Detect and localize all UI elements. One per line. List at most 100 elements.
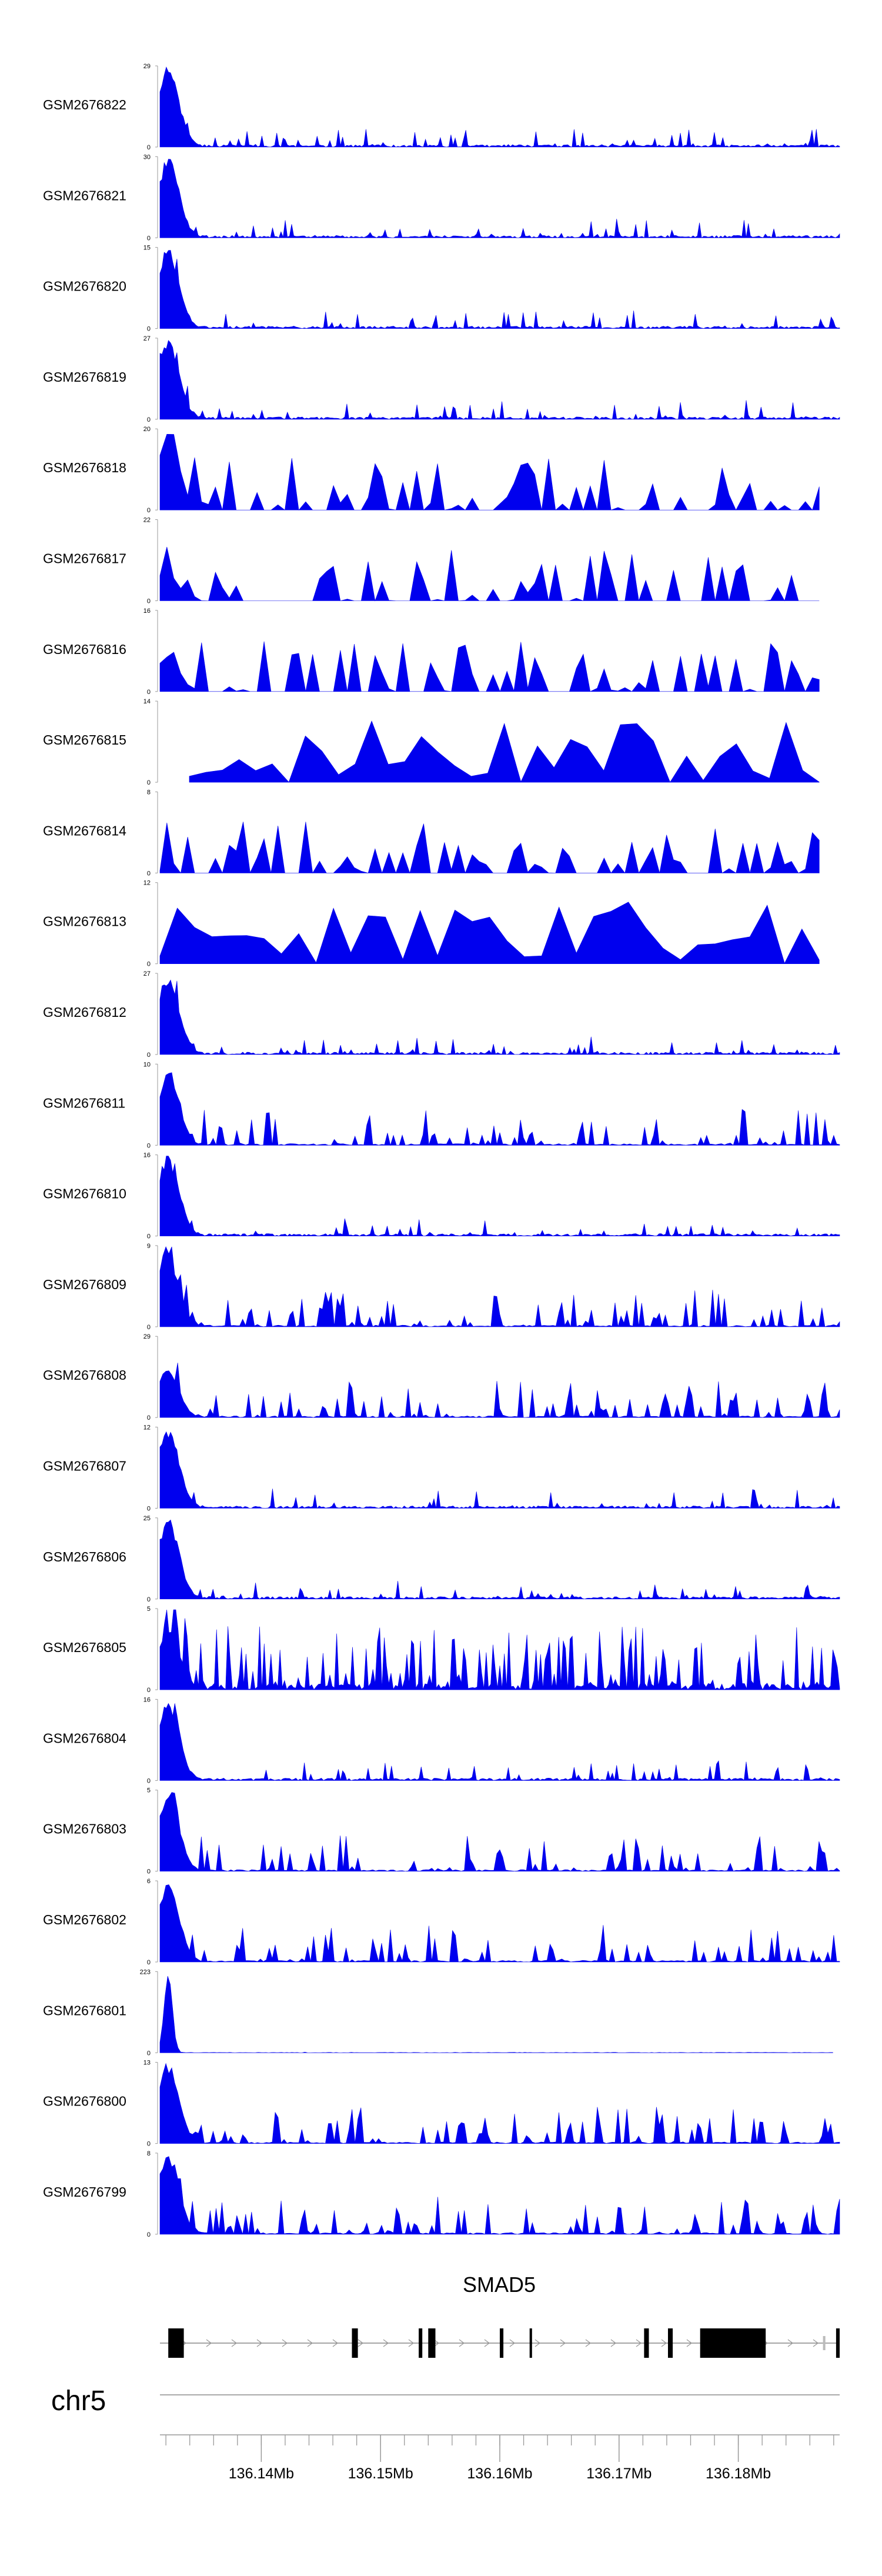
track-label: GSM2676811 [43, 1095, 125, 1110]
track-label: GSM2676813 [43, 914, 126, 929]
track-label: GSM2676812 [43, 1005, 126, 1020]
track-label: GSM2676809 [43, 1277, 126, 1292]
track-ymax-label: 8 [147, 789, 151, 796]
track-label: GSM2676804 [43, 1730, 126, 1746]
coverage-track: GSM2676799 8 0 [43, 2150, 840, 2238]
track-ymin-label: 0 [147, 1506, 151, 1513]
track-ymin-label: 0 [147, 1052, 151, 1059]
coverage-track: GSM2676802 6 0 [43, 1878, 840, 1966]
track-label: GSM2676815 [43, 732, 126, 748]
track-label: GSM2676806 [43, 1549, 126, 1564]
coverage-area [159, 66, 840, 148]
gene-exon [823, 2336, 826, 2350]
coverage-track: GSM2676811 10 0 [43, 1061, 840, 1149]
strand-arrow [813, 2339, 819, 2347]
gene-exon [428, 2328, 436, 2358]
coverage-track: GSM2676819 27 0 [43, 335, 840, 423]
track-label: GSM2676807 [43, 1459, 126, 1474]
gene-exon [529, 2328, 532, 2358]
coverage-track: GSM2676800 13 0 [43, 2060, 840, 2148]
strand-arrow [534, 2339, 541, 2347]
track-ymax-label: 5 [147, 1606, 151, 1613]
strand-arrow [231, 2339, 238, 2347]
coverage-area [159, 1703, 840, 1781]
track-ymin-label: 0 [147, 1233, 151, 1240]
strand-arrow [307, 2339, 313, 2347]
track-ymax-label: 25 [143, 1515, 151, 1522]
coverage-area [159, 1246, 840, 1327]
coverage-area [159, 546, 820, 602]
track-ymax-label: 9 [147, 1243, 151, 1250]
track-ymin-label: 0 [147, 870, 151, 877]
track-ymax-label: 29 [143, 1333, 151, 1340]
track-ymin-label: 0 [147, 1687, 151, 1694]
coverage-area [159, 1976, 833, 2053]
strand-arrow [787, 2339, 794, 2347]
track-label: GSM2676814 [43, 823, 126, 838]
strand-arrow [686, 2339, 693, 2347]
coverage-track: GSM2676808 29 0 [43, 1333, 840, 1422]
track-ymin-label: 0 [147, 1142, 151, 1149]
coverage-area [159, 1519, 840, 1600]
coverage-area [159, 1072, 840, 1146]
track-ymax-label: 12 [143, 880, 151, 887]
axis-tick-label: 136.16Mb [467, 2465, 532, 2482]
track-ymax-label: 16 [143, 1696, 151, 1703]
strand-arrow [560, 2339, 566, 2347]
track-ymin-label: 0 [147, 1959, 151, 1966]
strand-arrow [661, 2339, 667, 2347]
track-ymax-label: 16 [143, 608, 151, 615]
axis-tick-label: 136.17Mb [586, 2465, 652, 2482]
gene-exon [419, 2328, 423, 2358]
coverage-area [159, 1609, 840, 1690]
coverage-track: GSM2676807 12 0 [43, 1424, 840, 1513]
track-ymax-label: 27 [143, 335, 151, 342]
coverage-track: GSM2676822 29 0 [43, 63, 840, 151]
coverage-track: GSM2676812 27 0 [43, 970, 840, 1059]
track-ymin-label: 0 [147, 2231, 151, 2238]
track-ymin-label: 0 [147, 689, 151, 696]
coverage-area [159, 1884, 840, 1963]
coverage-area [159, 902, 820, 964]
track-label: GSM2676808 [43, 1367, 126, 1383]
coverage-track: GSM2676801 223 0 [43, 1968, 833, 2057]
coverage-track: GSM2676805 5 0 [43, 1606, 840, 1694]
track-label: GSM2676803 [43, 1821, 126, 1837]
strand-arrow [332, 2339, 339, 2347]
strand-arrow [433, 2339, 440, 2347]
coverage-area [159, 1156, 840, 1237]
gene-exon [836, 2328, 840, 2358]
gene-exon [352, 2328, 358, 2358]
strand-arrow [256, 2339, 263, 2347]
coverage-tracks: GSM2676822290GSM2676821300GSM2676820150G… [43, 63, 840, 2238]
strand-arrow [358, 2339, 364, 2347]
coverage-track: GSM2676817 22 0 [43, 517, 820, 605]
coverage-area [159, 979, 840, 1055]
gene-exon [668, 2328, 673, 2358]
track-ymax-label: 15 [143, 245, 151, 252]
coverage-track: GSM2676818 20 0 [43, 426, 820, 514]
track-ymax-label: 223 [140, 1968, 151, 1976]
strand-arrow [509, 2339, 516, 2347]
track-ymin-label: 0 [147, 144, 151, 151]
coverage-track: GSM2676816 16 0 [43, 608, 820, 696]
coverage-track: GSM2676815 14 0 [43, 698, 820, 786]
track-ymax-label: 10 [143, 1061, 151, 1068]
coverage-track: GSM2676810 16 0 [43, 1152, 840, 1240]
track-ymin-label: 0 [147, 779, 151, 786]
chromosome-label: chr5 [51, 2385, 106, 2417]
track-ymin-label: 0 [147, 2141, 151, 2148]
coverage-area [159, 1363, 840, 1418]
track-label: GSM2676820 [43, 279, 126, 294]
coverage-area [159, 2156, 840, 2235]
coverage-area [159, 641, 820, 692]
gene-exon [168, 2328, 184, 2358]
axis-tick-label: 136.14Mb [229, 2465, 294, 2482]
track-ymin-label: 0 [147, 326, 151, 333]
coverage-track: GSM2676804 16 0 [43, 1696, 840, 1784]
track-ymin-label: 0 [147, 235, 151, 242]
coverage-area [159, 2063, 840, 2144]
gene-model-track: SMAD5 [160, 2273, 840, 2358]
strand-arrow [585, 2339, 592, 2347]
axis-tick-label: 136.15Mb [348, 2465, 413, 2482]
